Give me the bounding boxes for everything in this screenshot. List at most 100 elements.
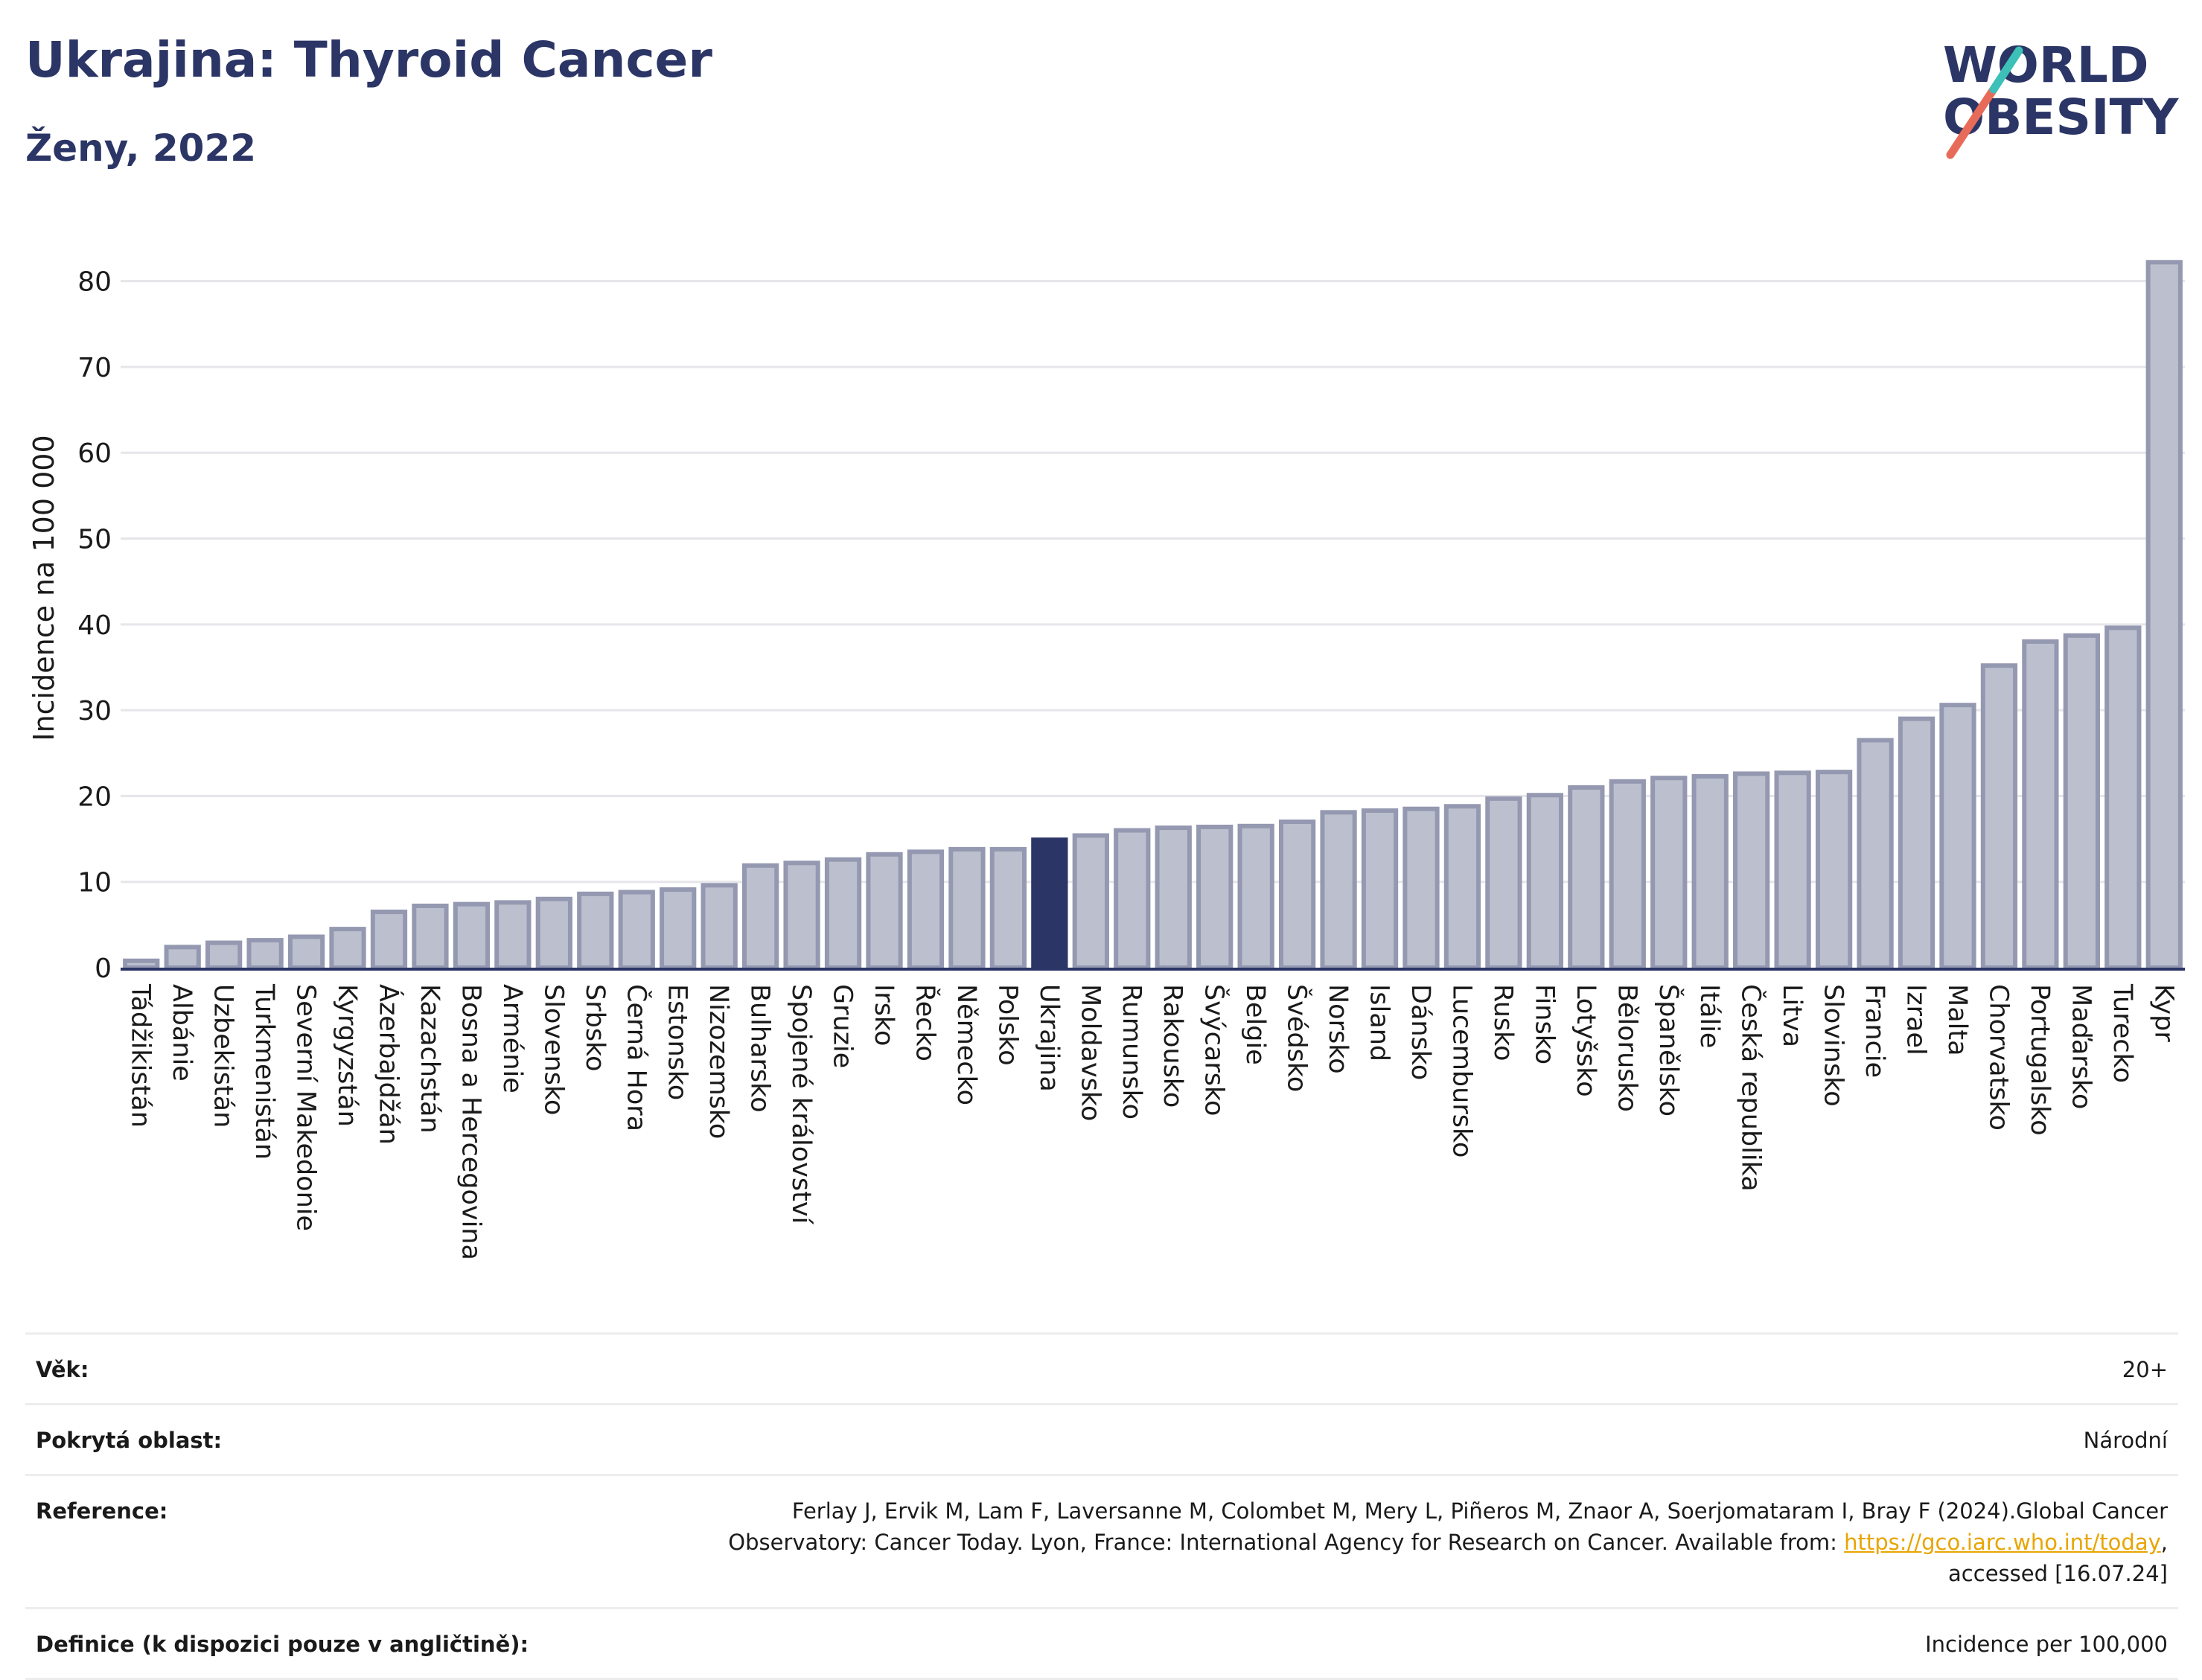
x-tick-label: Malta bbox=[1942, 984, 1972, 1056]
bar-Kazachstán bbox=[412, 903, 449, 971]
bar-Uzbekistán bbox=[205, 940, 243, 970]
y-tick-label: 80 bbox=[77, 267, 112, 298]
bar-Kypr bbox=[2145, 260, 2183, 970]
bar-Belgie bbox=[1237, 823, 1274, 970]
x-tick-label: Rusko bbox=[1488, 984, 1518, 1061]
bar-Chorvatsko bbox=[1980, 663, 2018, 971]
x-tick-label: Černá Hora bbox=[621, 984, 652, 1131]
y-axis-label: Incidence na 100 000 bbox=[28, 435, 60, 741]
bar-Rumunsko bbox=[1114, 828, 1151, 970]
x-tick-label: Řecko bbox=[910, 984, 941, 1061]
bar-Island bbox=[1361, 808, 1399, 970]
bar-Řecko bbox=[907, 849, 945, 970]
x-tick-label: Island bbox=[1365, 984, 1394, 1061]
x-tick-label: Kyrgyzstán bbox=[332, 984, 362, 1127]
y-tick-label: 40 bbox=[77, 610, 112, 641]
meta-label: Definice (k dispozici pouze v angličtině… bbox=[36, 1632, 529, 1657]
reference-link[interactable]: https://gco.iarc.who.int/today bbox=[1844, 1530, 2161, 1555]
x-tick-label: Polsko bbox=[992, 984, 1022, 1066]
reference-text: Ferlay J, Ervik M, Lam F, Laversanne M, … bbox=[728, 1498, 2168, 1555]
bar-Srbsko bbox=[577, 891, 614, 970]
y-tick-label: 50 bbox=[77, 525, 112, 555]
bar-Gruzie bbox=[824, 857, 862, 970]
y-tick-label: 10 bbox=[77, 868, 112, 898]
x-tick-label: Srbsko bbox=[580, 984, 610, 1072]
bar-Lotyšsko bbox=[1568, 785, 1605, 970]
bar-Kyrgyzstán bbox=[329, 927, 366, 971]
bar-Spojené království bbox=[783, 860, 820, 971]
logo-line2: OBESITY bbox=[1943, 89, 2180, 146]
y-tick-label: 0 bbox=[95, 954, 112, 984]
x-tick-label: Portugalsko bbox=[2025, 984, 2055, 1136]
x-tick-label: Česká republika bbox=[1736, 984, 1767, 1192]
x-tick-label: Kypr bbox=[2148, 984, 2178, 1042]
bar-Maďarsko bbox=[2063, 633, 2100, 970]
x-tick-label: Dánsko bbox=[1405, 984, 1435, 1080]
y-tick-label: 30 bbox=[77, 696, 112, 726]
bar-Norsko bbox=[1320, 810, 1357, 970]
x-tick-label: Uzbekistán bbox=[208, 984, 238, 1128]
x-tick-label: Turecko bbox=[2107, 983, 2137, 1083]
bars bbox=[123, 260, 2183, 971]
bar-Bosna a Hercegovina bbox=[453, 901, 491, 971]
x-tick-label: Slovinsko bbox=[1819, 984, 1848, 1107]
bar-Rakousko bbox=[1155, 825, 1192, 970]
x-tick-label: Gruzie bbox=[828, 984, 858, 1068]
bar-Turecko bbox=[2104, 625, 2142, 970]
world-obesity-logo: WORLD OBESITY bbox=[1943, 36, 2180, 159]
x-tick-label: Itálie bbox=[1694, 984, 1724, 1048]
metadata-table: Věk: 20+ Pokrytá oblast: Národní Referen… bbox=[25, 1332, 2178, 1680]
bar-Dánsko bbox=[1402, 806, 1440, 971]
bar-Izrael bbox=[1898, 716, 1935, 970]
y-tick-label: 20 bbox=[77, 782, 112, 812]
x-tick-label: Bosna a Hercegovina bbox=[456, 984, 485, 1260]
bar-Arménie bbox=[494, 900, 532, 970]
bar-Černá Hora bbox=[618, 889, 655, 970]
meta-value: Incidence per 100,000 bbox=[1925, 1632, 2168, 1657]
bar-Irsko bbox=[866, 852, 903, 970]
y-tick-label: 60 bbox=[77, 438, 112, 469]
bar-Albánie bbox=[164, 945, 201, 971]
meta-row-definition: Definice (k dispozici pouze v angličtině… bbox=[25, 1607, 2178, 1680]
x-tick-label: Ukrajina bbox=[1034, 984, 1064, 1092]
bar-Polsko bbox=[989, 846, 1027, 971]
bar-Rusko bbox=[1485, 796, 1522, 971]
meta-row-age: Věk: 20+ bbox=[25, 1332, 2178, 1403]
x-tick-label: Chorvatsko bbox=[1983, 984, 2013, 1131]
bar-Estonsko bbox=[660, 887, 697, 971]
x-tick-label: Rumunsko bbox=[1117, 984, 1146, 1120]
x-tick-label: Nizozemsko bbox=[703, 984, 733, 1139]
x-tick-label: Lotyšsko bbox=[1571, 984, 1601, 1097]
bar-Finsko bbox=[1526, 793, 1563, 970]
bar-Portugalsko bbox=[2022, 639, 2059, 970]
meta-label: Věk: bbox=[36, 1357, 89, 1382]
bar-Česká republika bbox=[1733, 771, 1770, 970]
meta-label: Reference: bbox=[36, 1498, 168, 1524]
x-tick-label: Moldavsko bbox=[1075, 984, 1105, 1121]
x-tick-label: Tádžikistán bbox=[126, 983, 156, 1128]
logo-slash-teal bbox=[1989, 46, 2023, 94]
x-tick-label: Litva bbox=[1777, 984, 1807, 1047]
meta-value: Národní bbox=[2083, 1428, 2168, 1453]
bar-Lucembursko bbox=[1443, 804, 1481, 971]
bar-Švédsko bbox=[1278, 820, 1316, 970]
x-tick-label: Kazachstán bbox=[415, 984, 444, 1134]
logo-slash-red bbox=[1946, 85, 1998, 159]
x-tick-label: Francie bbox=[1860, 984, 1889, 1078]
bar-Bulharsko bbox=[742, 863, 779, 971]
page-title: Ukrajina: Thyroid Cancer bbox=[25, 31, 712, 89]
x-tick-label: Švýcarsko bbox=[1199, 984, 1231, 1116]
x-tick-label: Ázerbajdžán bbox=[373, 984, 404, 1145]
meta-value: 20+ bbox=[2122, 1357, 2168, 1382]
y-tick-labels: 0 10 20 30 40 50 60 70 80 bbox=[77, 267, 112, 984]
x-tick-label: Finsko bbox=[1529, 984, 1559, 1064]
x-tick-label: Rakousko bbox=[1158, 984, 1187, 1108]
page-subtitle: Ženy, 2022 bbox=[25, 127, 257, 170]
x-tick-label: Lucembursko bbox=[1446, 984, 1476, 1157]
x-tick-label: Izrael bbox=[1901, 984, 1931, 1055]
meta-label: Pokrytá oblast: bbox=[36, 1428, 223, 1453]
bar-chart: 0 10 20 30 40 50 60 70 80 Tádžikistán Albánie Uzbe… bbox=[28, 260, 2185, 1260]
meta-row-area: Pokrytá oblast: Národní bbox=[25, 1403, 2178, 1474]
bar-Malta bbox=[1939, 703, 1976, 970]
bar-Tádžikistán bbox=[123, 958, 160, 971]
